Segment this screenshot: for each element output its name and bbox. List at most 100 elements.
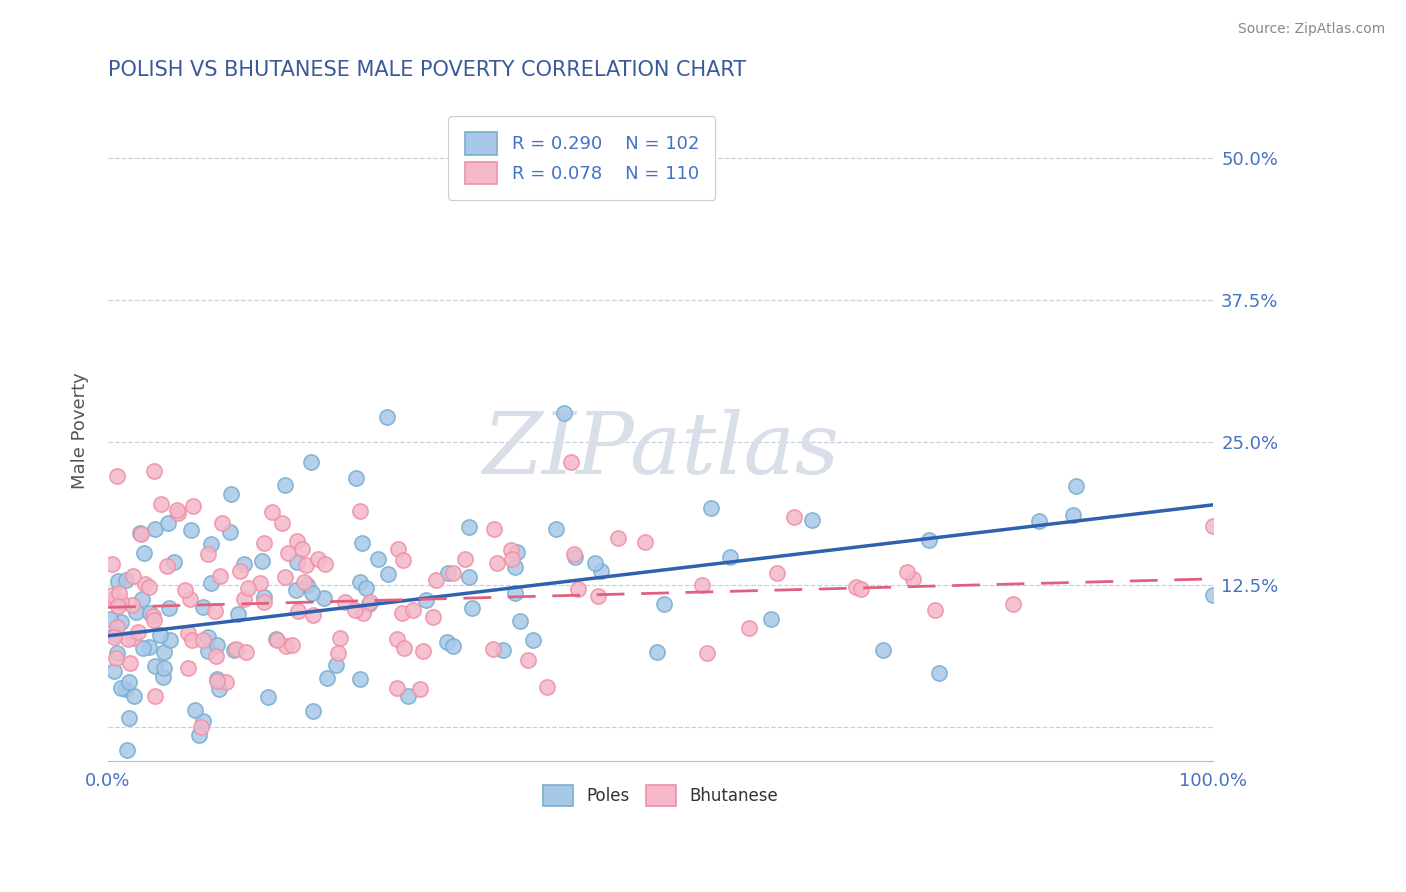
Point <box>253 595 276 609</box>
Point <box>271 516 294 530</box>
Point <box>253 536 276 550</box>
Point <box>100 588 122 602</box>
Point <box>156 559 179 574</box>
Point <box>105 619 128 633</box>
Point <box>181 633 204 648</box>
Point <box>553 406 575 420</box>
Point <box>250 554 273 568</box>
Point <box>759 612 782 626</box>
Point <box>200 537 222 551</box>
Point <box>928 666 950 681</box>
Point <box>226 607 249 622</box>
Point <box>104 627 127 641</box>
Point <box>132 641 155 656</box>
Point <box>163 555 186 569</box>
Point <box>1202 588 1225 602</box>
Point <box>782 509 804 524</box>
Point <box>294 558 316 573</box>
Point <box>352 607 374 621</box>
Point <box>117 632 139 646</box>
Point <box>110 615 132 630</box>
Point <box>149 497 172 511</box>
Point <box>132 546 155 560</box>
Point <box>422 610 444 624</box>
Point <box>197 644 219 658</box>
Point <box>326 646 349 660</box>
Point <box>560 455 582 469</box>
Point <box>652 597 675 611</box>
Point <box>104 651 127 665</box>
Point <box>291 541 314 556</box>
Point <box>849 582 872 596</box>
Point <box>142 608 165 623</box>
Point <box>567 582 589 596</box>
Point <box>801 513 824 527</box>
Point <box>391 553 413 567</box>
Point <box>125 605 148 619</box>
Point <box>157 601 180 615</box>
Point <box>129 527 152 541</box>
Point <box>387 632 409 646</box>
Point <box>253 590 276 604</box>
Point <box>131 592 153 607</box>
Point <box>391 607 413 621</box>
Point <box>121 599 143 613</box>
Point <box>105 469 128 483</box>
Point <box>177 661 200 675</box>
Point <box>179 592 201 607</box>
Point <box>138 580 160 594</box>
Point <box>700 501 723 516</box>
Point <box>274 639 297 653</box>
Point <box>412 644 434 658</box>
Point <box>145 689 167 703</box>
Point <box>387 541 409 556</box>
Point <box>222 642 245 657</box>
Point <box>737 622 759 636</box>
Point <box>1202 518 1225 533</box>
Point <box>200 576 222 591</box>
Point <box>517 652 540 666</box>
Y-axis label: Male Poverty: Male Poverty <box>72 373 89 489</box>
Point <box>718 550 741 565</box>
Point <box>115 742 138 756</box>
Point <box>607 531 630 545</box>
Point <box>591 564 613 578</box>
Point <box>118 656 141 670</box>
Point <box>536 680 558 694</box>
Point <box>188 728 211 742</box>
Point <box>344 470 367 484</box>
Point <box>285 534 308 549</box>
Point <box>392 641 415 656</box>
Point <box>872 643 894 657</box>
Point <box>257 690 280 704</box>
Point <box>184 702 207 716</box>
Point <box>918 533 941 548</box>
Point <box>458 520 481 534</box>
Point <box>229 565 252 579</box>
Point <box>544 522 567 536</box>
Point <box>492 642 515 657</box>
Point <box>765 566 787 580</box>
Point <box>180 523 202 537</box>
Point <box>277 546 299 560</box>
Point <box>114 682 136 697</box>
Text: Source: ZipAtlas.com: Source: ZipAtlas.com <box>1237 22 1385 37</box>
Point <box>215 674 238 689</box>
Point <box>159 632 181 647</box>
Point <box>457 570 479 584</box>
Point <box>153 644 176 658</box>
Point <box>152 670 174 684</box>
Point <box>266 633 288 648</box>
Point <box>349 503 371 517</box>
Point <box>238 582 260 596</box>
Point <box>110 595 132 609</box>
Point <box>302 608 325 623</box>
Point <box>302 705 325 719</box>
Point <box>329 632 352 646</box>
Point <box>509 615 531 629</box>
Point <box>501 551 523 566</box>
Point <box>1062 508 1084 522</box>
Point <box>1028 514 1050 528</box>
Point <box>359 598 381 612</box>
Point <box>408 681 430 696</box>
